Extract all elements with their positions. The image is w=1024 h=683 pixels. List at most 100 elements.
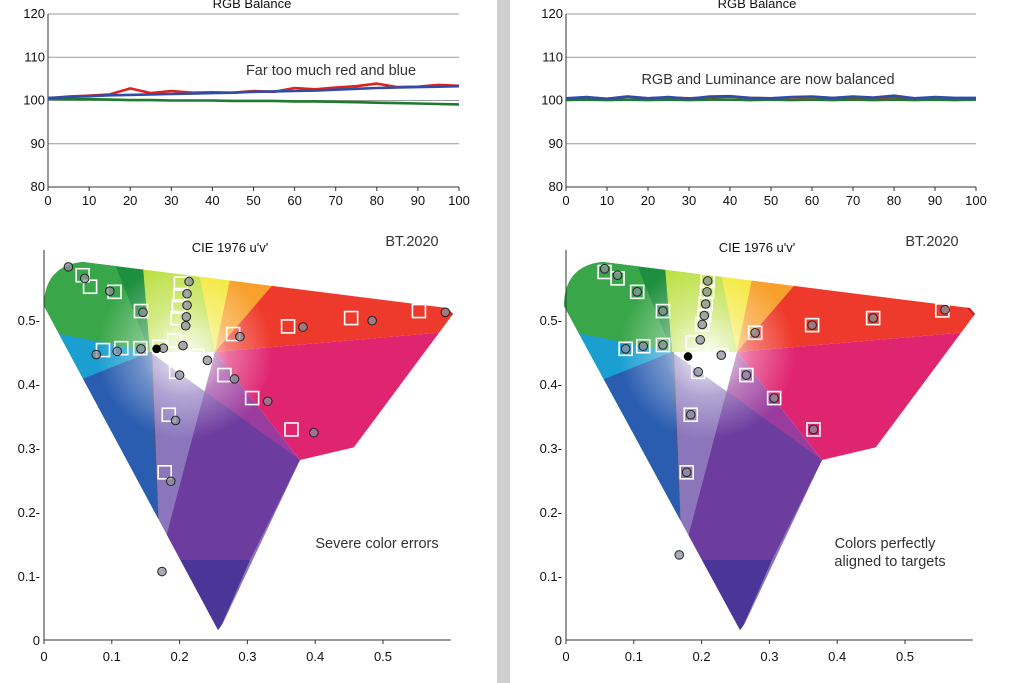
rgb-y-tick-label: 110 — [24, 49, 45, 64]
rgb-x-tick-label: 70 — [846, 193, 860, 208]
measured-point — [807, 320, 817, 330]
target-square — [189, 348, 205, 364]
target-square — [766, 390, 782, 406]
rgb-y-tick-label: 80 — [549, 179, 563, 194]
target-square — [804, 317, 820, 333]
cie-x-tick-label: 0.4 — [828, 649, 846, 664]
cie-y-tick-label: 0.3- — [540, 441, 562, 456]
rgb-x-tick-label: 20 — [641, 193, 655, 208]
measured-point — [202, 355, 213, 366]
target-square — [629, 284, 645, 300]
target-square — [244, 390, 260, 406]
rgb-series-green — [565, 98, 977, 102]
measured-point — [182, 300, 192, 311]
target-square — [698, 296, 713, 312]
measured-point — [178, 340, 188, 351]
rgb-y-tick-label: 110 — [542, 49, 563, 64]
cie-x-tick-label: 0.4 — [306, 649, 324, 664]
target-square — [145, 557, 160, 572]
rgb-balance-chart: RGB Balance RGB and Luminance are now ba… — [541, 0, 987, 208]
measured-point — [309, 427, 319, 438]
measured-point — [112, 346, 123, 357]
rgb-y-tick-label: 120 — [541, 6, 563, 21]
measured-point — [298, 322, 308, 332]
rgb-series-green — [47, 97, 460, 106]
target-square — [713, 347, 729, 363]
rgb-x-tick-label: 40 — [723, 193, 737, 208]
cie-y-tick-label: 0 — [33, 633, 40, 648]
measured-point — [716, 350, 727, 361]
cie-y-tick-label: 0.4- — [540, 377, 562, 392]
white-point-marker — [683, 352, 693, 361]
rgb-chart-title: RGB Balance — [213, 0, 292, 11]
rgb-x-tick-label: 40 — [205, 193, 219, 208]
cie-chart-title: CIE 1976 u'v' — [719, 240, 796, 255]
rgb-x-tick-label: 10 — [600, 193, 614, 208]
cie-y-tick-label: 0.2- — [540, 505, 562, 520]
rgb-x-tick-label: 60 — [287, 193, 301, 208]
measured-point — [632, 287, 642, 297]
target-square — [747, 325, 763, 341]
target-square — [82, 279, 98, 295]
target-square — [618, 341, 633, 357]
measured-point — [699, 310, 710, 321]
target-square — [655, 337, 671, 353]
measured-point — [181, 312, 192, 322]
target-square — [217, 367, 232, 383]
measured-point — [638, 341, 649, 352]
cie-x-tick-label: 0.3 — [238, 649, 256, 664]
rgb-annotation: Far too much red and blue — [246, 63, 416, 79]
rgb-x-tick-label: 50 — [764, 193, 778, 208]
target-square — [635, 338, 651, 354]
measured-point — [693, 367, 704, 377]
rgb-y-tick-label: 90 — [549, 136, 563, 151]
cie-y-tick-label: 0.5- — [540, 313, 562, 328]
rgb-annotation: RGB and Luminance are now balanced — [641, 72, 894, 88]
measured-point — [599, 264, 610, 274]
cie-x-tick-label: 0.3 — [760, 649, 778, 664]
rgb-x-tick-label: 60 — [805, 193, 819, 208]
cie-x-tick-label: 0.2 — [693, 649, 711, 664]
target-square — [411, 303, 427, 319]
target-square — [679, 465, 694, 480]
rgb-x-tick-label: 30 — [164, 193, 178, 208]
rgb-y-tick-label: 90 — [31, 136, 45, 151]
cie-y-tick-label: 0.2- — [18, 505, 40, 520]
measured-point — [235, 331, 245, 342]
measured-point — [440, 307, 451, 318]
cie-x-tick-label: 0.5 — [374, 649, 392, 664]
cie-y-tick-label: 0.4- — [18, 377, 40, 392]
measured-point — [940, 304, 950, 315]
rgb-x-tick-label: 70 — [328, 193, 342, 208]
measured-point — [700, 299, 711, 309]
rgb-x-tick-label: 80 — [887, 193, 901, 208]
cie-y-tick-label: 0.3- — [18, 441, 40, 456]
measured-point — [229, 374, 240, 384]
target-square — [739, 367, 754, 383]
measured-point — [702, 287, 712, 297]
target-square — [161, 407, 177, 423]
measured-point — [695, 335, 706, 345]
target-square — [280, 319, 296, 334]
gamut-label: BT.2020 — [385, 234, 438, 250]
measured-point — [182, 288, 192, 299]
measured-point — [620, 344, 631, 354]
rgb-series-blue — [47, 84, 460, 100]
measured-point — [136, 344, 146, 354]
cie-diagram-colors — [564, 262, 975, 630]
measured-point — [741, 370, 752, 380]
measured-point — [769, 393, 779, 403]
target-square — [806, 422, 821, 437]
measured-point — [174, 370, 185, 380]
panel-before: RGB Balance Far too much red and blue 80… — [18, 0, 470, 664]
cie-x-tick-label: 0 — [562, 649, 569, 664]
measured-point — [658, 306, 668, 316]
measured-point — [681, 467, 692, 478]
measured-point — [367, 315, 377, 326]
rgb-y-tick-label: 80 — [31, 179, 45, 194]
cie-x-tick-label: 0.2 — [171, 649, 189, 664]
measured-point — [184, 276, 194, 287]
cie-chart-title: CIE 1976 u'v' — [192, 240, 269, 255]
cie-chart: CIE 1976 u'v' BT.2020 Colors perfectly a… — [540, 234, 975, 664]
rgb-x-tick-label: 0 — [562, 193, 569, 208]
